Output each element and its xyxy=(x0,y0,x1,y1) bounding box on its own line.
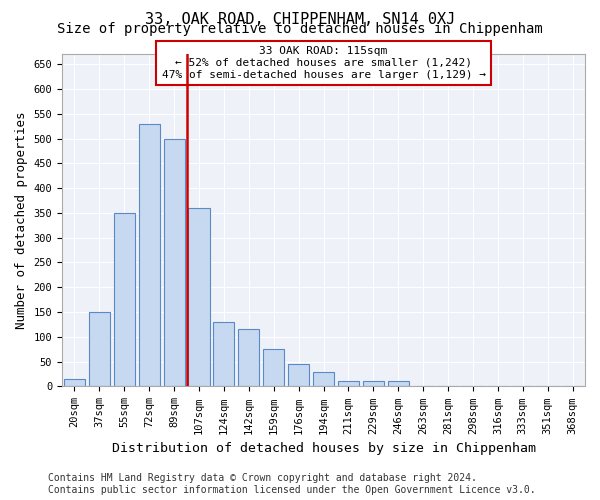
Bar xyxy=(89,312,110,386)
Bar xyxy=(263,350,284,387)
X-axis label: Distribution of detached houses by size in Chippenham: Distribution of detached houses by size … xyxy=(112,442,536,455)
Bar xyxy=(64,379,85,386)
Text: 33 OAK ROAD: 115sqm
← 52% of detached houses are smaller (1,242)
47% of semi-det: 33 OAK ROAD: 115sqm ← 52% of detached ho… xyxy=(161,46,485,80)
Bar xyxy=(139,124,160,386)
Y-axis label: Number of detached properties: Number of detached properties xyxy=(15,112,28,329)
Bar xyxy=(388,382,409,386)
Bar xyxy=(114,213,135,386)
Bar xyxy=(214,322,235,386)
Text: 33, OAK ROAD, CHIPPENHAM, SN14 0XJ: 33, OAK ROAD, CHIPPENHAM, SN14 0XJ xyxy=(145,12,455,28)
Bar xyxy=(164,138,185,386)
Bar xyxy=(313,372,334,386)
Bar xyxy=(338,382,359,386)
Bar xyxy=(188,208,209,386)
Text: Size of property relative to detached houses in Chippenham: Size of property relative to detached ho… xyxy=(57,22,543,36)
Text: Contains HM Land Registry data © Crown copyright and database right 2024.
Contai: Contains HM Land Registry data © Crown c… xyxy=(48,474,536,495)
Bar xyxy=(363,382,384,386)
Bar xyxy=(238,330,259,386)
Bar xyxy=(288,364,309,386)
